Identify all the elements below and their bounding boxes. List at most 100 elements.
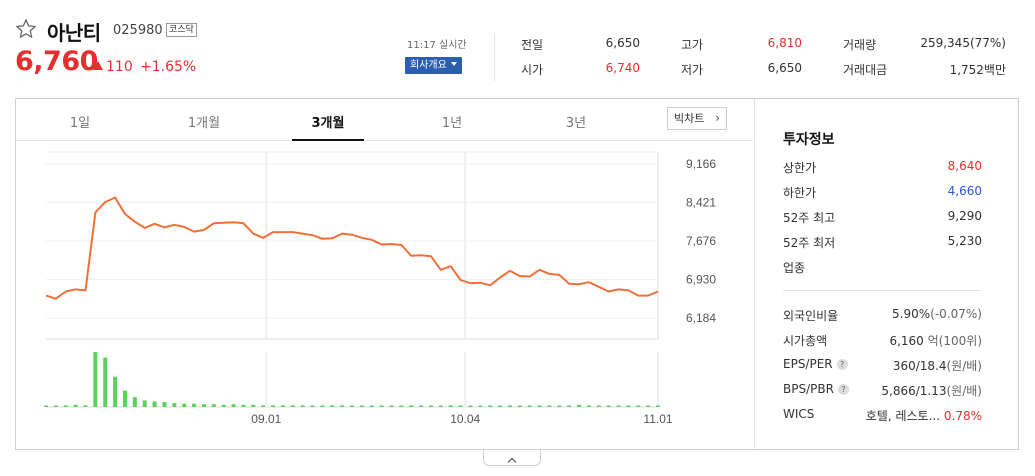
eps-per-label-row: EPS/PER? [783,357,848,371]
volume-bar [626,405,631,407]
volume-bar [132,397,137,407]
tab-1day[interactable]: 1일 [69,116,91,131]
volume-bar [488,405,493,407]
volume-bar [547,405,552,407]
wics-value: 호텔, 레스토... 0.78% [866,407,982,424]
volume-bar [271,405,276,407]
volume-bar [340,405,345,407]
high-value: 6,810 [767,36,802,50]
volume-bar [636,405,641,407]
help-icon[interactable]: ? [837,384,849,395]
volume-bar [251,404,256,407]
market-cap: 6,160 [889,334,924,348]
market-cap-rank: (100위) [938,334,982,348]
volume-bar [596,405,601,407]
volume-bar [616,405,621,407]
tab-1year[interactable]: 1년 [441,116,463,131]
volume-label: 거래량 [843,38,877,52]
collapse-toggle[interactable] [483,450,541,467]
company-overview-button[interactable]: 회사개요 [405,57,462,74]
volume-bar [409,405,414,407]
price-chart[interactable]: 09.01 10.04 11.01 9,166 8,421 7,676 6,930 6,184 [16,142,753,449]
volume-bar [83,405,88,407]
bps-pbr: 5,866/1.13 [881,384,947,398]
upper-limit-value: 8,640 [947,159,982,173]
y-tick-label: 6,930 [686,273,716,287]
volume-bar [211,404,216,407]
tab-1month[interactable]: 1개월 [187,116,221,131]
volume-bar [93,352,98,407]
volume-bar [428,405,433,407]
volume-bar [122,390,127,407]
volume-bar [577,404,582,407]
volume-bar [557,405,562,407]
caret-down-icon [450,62,457,66]
volume-bar [350,405,354,407]
realtime-label: 11:17 실시간 [407,40,467,51]
divider [494,33,495,81]
open-value: 6,740 [605,61,640,75]
open-label: 시가 [521,63,544,77]
volume-bar [438,405,443,407]
market-cap-unit: 억 [927,334,939,348]
volume-bar [53,405,58,407]
eps-per: 360/18.4 [892,359,947,373]
favorite-star-icon[interactable] [15,18,37,40]
volume-bar [567,405,572,407]
bps-pbr-label-row: BPS/PBR? [783,382,849,396]
trade-amount-value: 1,752백만 [949,63,1006,77]
stock-code: 025980 [113,23,163,38]
bps-pbr-label: BPS/PBR [783,382,834,396]
volume-bar [241,404,246,407]
x-tick-label: 10.04 [450,412,480,426]
volume-bar [290,405,295,407]
y-tick-label: 7,676 [686,234,716,248]
volume-bar [162,402,167,407]
volume-bar [498,405,503,407]
volume-bar [152,401,157,407]
volume-bar [73,404,78,407]
volume-value: 259,345(77%) [920,36,1006,50]
volume-bar [231,404,236,407]
invest-info-title: 투자정보 [783,132,835,148]
volume-bar [468,405,473,407]
week52-high-value: 9,290 [947,209,982,223]
tab-3year[interactable]: 3년 [565,116,587,131]
volume-bar [537,405,542,407]
foreign-ratio-label: 외국인비율 [783,309,839,323]
volume-bar [517,405,522,407]
foreign-ratio-value: 5.90%(-0.07%) [892,307,982,321]
low-label: 저가 [681,63,704,77]
big-chart-label: 빅차트 [674,112,705,125]
eps-per-label: EPS/PER [783,357,833,371]
tab-3month[interactable]: 3개월 [311,116,345,131]
volume-bar [280,405,285,407]
volume-bar [221,404,226,407]
lower-limit-value: 4,660 [947,184,982,198]
chevron-up-icon [507,457,517,467]
market-cap-label: 시가총액 [783,334,828,348]
volume-bar [379,405,384,407]
high-label: 고가 [681,38,704,52]
price-line [45,196,659,300]
volume-bar [330,405,335,407]
volume-bar [656,405,660,407]
big-chart-button[interactable]: 빅차트 › [667,107,727,130]
low-value: 6,650 [767,61,802,75]
help-icon[interactable]: ? [836,359,848,370]
wics-change: 0.78% [943,409,982,423]
market-cap-value: 6,160 억(100위) [889,332,982,349]
foreign-ratio: 5.90% [892,307,931,321]
volume-bar [300,405,305,407]
volume-bar [527,405,532,407]
price-change-percent: +1.65% [140,59,197,75]
price-change-value: 110 [106,59,133,75]
upper-limit-label: 상한가 [783,161,817,175]
volume-bar [310,405,315,407]
company-overview-label: 회사개요 [410,60,447,71]
volume-bar [478,405,483,407]
volume-bar [458,405,463,407]
wics-sector-link[interactable]: 호텔, 레스토... [865,409,941,423]
volume-bar [172,403,177,407]
up-triangle-icon [93,61,103,70]
